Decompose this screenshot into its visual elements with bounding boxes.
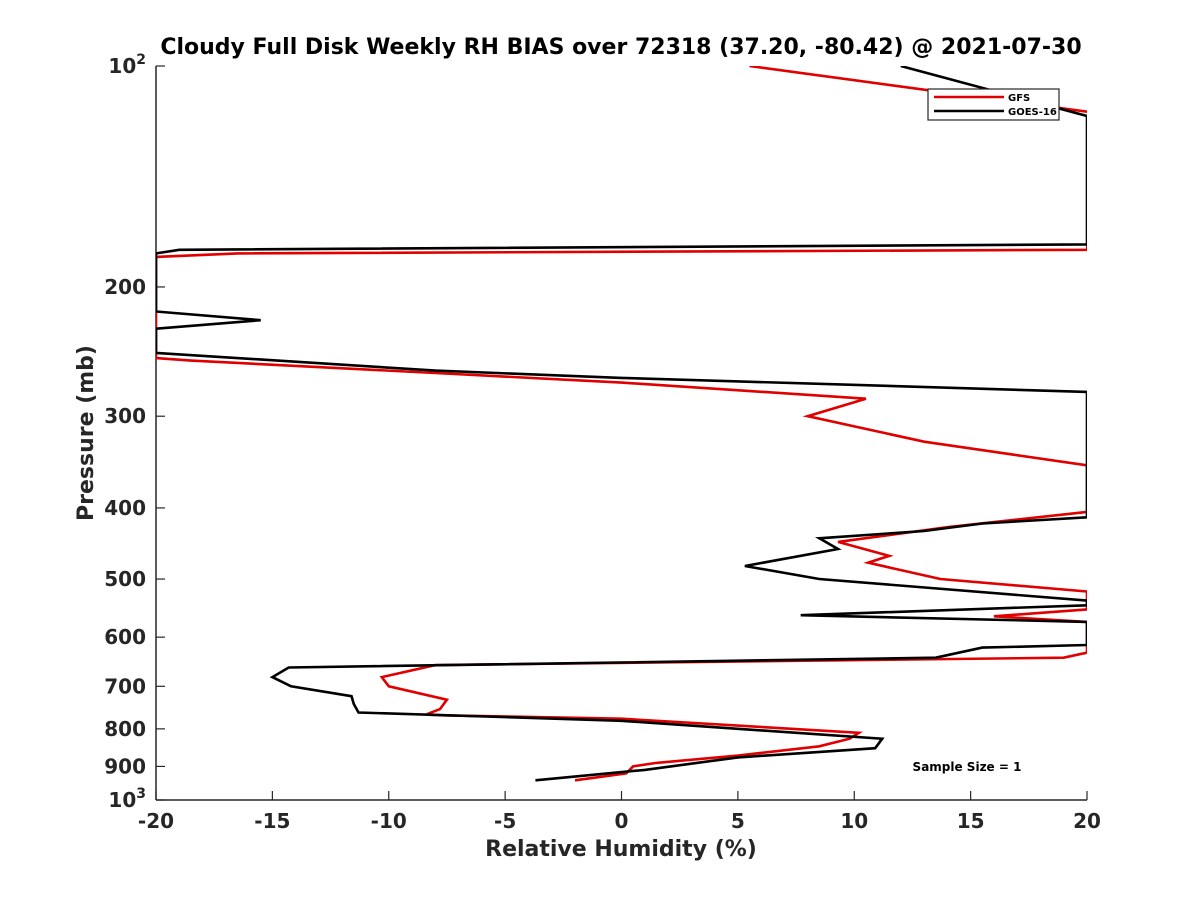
x-tick-label: -15 (254, 809, 290, 833)
y-tick-label: 400 (104, 496, 146, 520)
x-tick-label: -10 (371, 809, 407, 833)
y-tick-label: 200 (104, 275, 146, 299)
y-tick-label: 500 (104, 567, 146, 591)
series-line-goes-16 (156, 66, 1087, 782)
legend-label: GFS (1008, 93, 1030, 104)
y-tick-label: 103 (108, 786, 146, 812)
x-axis-label: Relative Humidity (%) (485, 837, 757, 862)
x-tick-label: 20 (1073, 809, 1101, 833)
x-tick-label: 10 (840, 809, 868, 833)
x-tick-label: -20 (138, 809, 174, 833)
y-tick-label: 900 (104, 754, 146, 778)
y-tick-label: 800 (104, 717, 146, 741)
plot-area (156, 66, 1087, 782)
y-tick-label: 102 (108, 52, 146, 78)
y-axis-label: Pressure (mb) (74, 345, 99, 521)
chart-title: Cloudy Full Disk Weekly RH BIAS over 723… (160, 35, 1081, 60)
legend-box (927, 88, 1060, 121)
y-tick-label: 300 (104, 404, 146, 428)
y-tick-label: 700 (104, 674, 146, 698)
x-tick-label: -5 (494, 809, 516, 833)
x-tick-label: 15 (957, 809, 985, 833)
axes: -20 -15 -10 -5 0 5 10 15 20 102 200 300 400 500 600 700… (104, 52, 1101, 833)
series-line-gfs (156, 66, 1087, 782)
x-tick-label: 0 (615, 809, 629, 833)
sample-size-annotation: Sample Size = 1 (913, 760, 1022, 774)
legend: GFS GOES-16 (927, 88, 1060, 121)
legend-label: GOES-16 (1008, 107, 1057, 118)
y-tick-label: 600 (104, 625, 146, 649)
x-tick-label: 5 (731, 809, 745, 833)
